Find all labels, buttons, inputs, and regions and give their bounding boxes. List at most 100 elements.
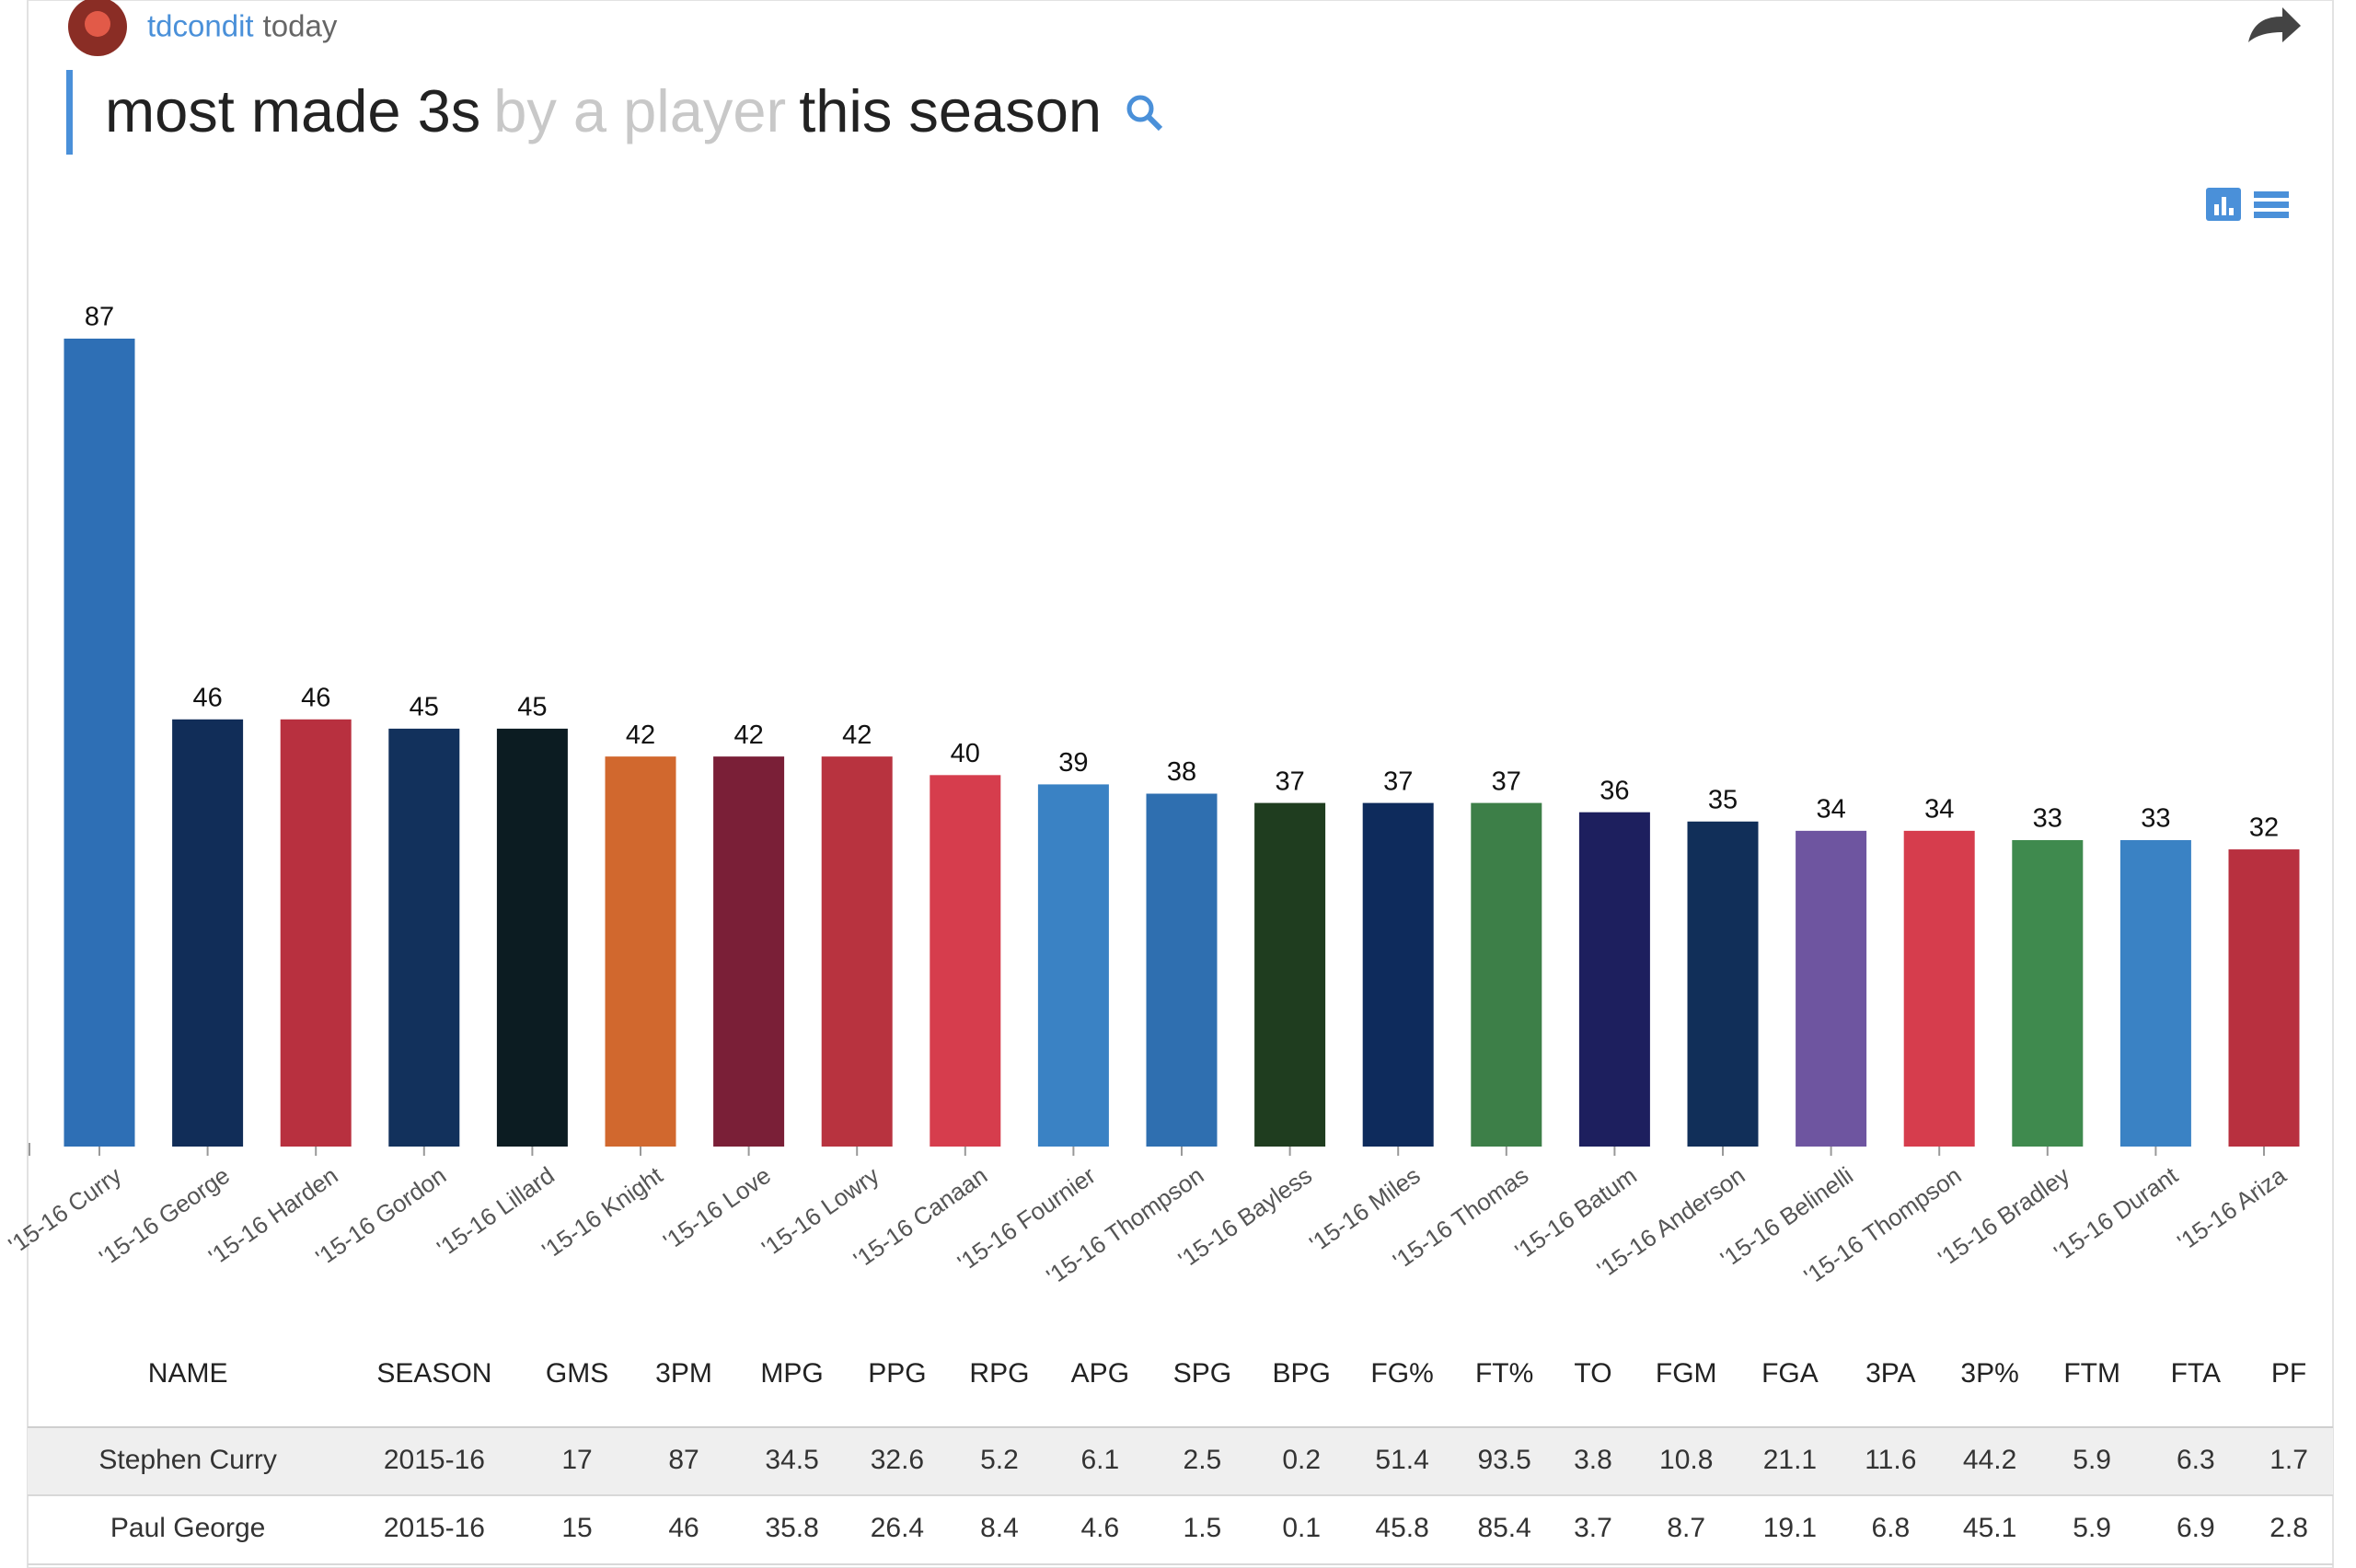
table-cell: 46 xyxy=(668,1513,699,1543)
column-header: FG% xyxy=(1370,1358,1433,1389)
column-header: BPG xyxy=(1272,1358,1330,1389)
column-header: APG xyxy=(1071,1358,1129,1389)
column-header: SPG xyxy=(1173,1358,1231,1389)
value-label: 38 xyxy=(1167,757,1196,787)
icon-detail xyxy=(2222,197,2226,215)
column-header: 3PM xyxy=(655,1358,712,1389)
table-cell: 6.3 xyxy=(2177,1445,2215,1475)
value-label: 33 xyxy=(2141,804,2170,834)
table-cell: 15 xyxy=(561,1513,592,1543)
table-cell: 4.6 xyxy=(1080,1513,1119,1543)
column-header: SEASON xyxy=(376,1358,491,1389)
value-label: 40 xyxy=(951,739,980,768)
column-header: NAME xyxy=(148,1358,228,1389)
bar xyxy=(388,728,460,1147)
table-cell: Stephen Curry xyxy=(98,1445,276,1475)
column-header: PPG xyxy=(868,1358,926,1389)
post-time: today xyxy=(263,9,338,43)
table-cell: 32.6 xyxy=(871,1445,924,1475)
bar xyxy=(1687,821,1759,1147)
title-accent xyxy=(66,70,73,155)
table-cell: 17 xyxy=(561,1445,592,1475)
bar xyxy=(1903,830,1975,1147)
table-cell: 3.8 xyxy=(1574,1445,1612,1475)
title-part: this season xyxy=(799,77,1102,144)
table-cell: 0.1 xyxy=(1282,1513,1321,1543)
share-icon[interactable] xyxy=(2248,7,2301,42)
table-cell: 5.9 xyxy=(2073,1513,2111,1543)
column-header: 3PA xyxy=(1865,1358,1915,1389)
value-label: 32 xyxy=(2249,813,2279,843)
table-cell: 6.8 xyxy=(1871,1513,1910,1543)
table-cell: 8.7 xyxy=(1667,1513,1705,1543)
table-cell: 8.4 xyxy=(980,1513,1019,1543)
bar xyxy=(1578,812,1650,1147)
table-cell: 45.8 xyxy=(1375,1513,1428,1543)
table-cell: 0.2 xyxy=(1282,1445,1321,1475)
search-lens xyxy=(1126,95,1154,122)
table-cell: 45.1 xyxy=(1963,1513,2016,1543)
column-header: FGM xyxy=(1656,1358,1717,1389)
search-handle xyxy=(1146,114,1163,132)
value-label: 87 xyxy=(85,303,114,332)
table-cell: 35.8 xyxy=(765,1513,818,1543)
table-cell: 44.2 xyxy=(1963,1445,2016,1475)
value-label: 45 xyxy=(517,693,547,722)
table-cell: 26.4 xyxy=(871,1513,924,1543)
table-cell: 2.5 xyxy=(1184,1445,1222,1475)
value-label: 36 xyxy=(1600,776,1629,805)
value-label: 34 xyxy=(1816,795,1845,824)
table-cell: 1.5 xyxy=(1184,1513,1222,1543)
value-label: 35 xyxy=(1708,785,1738,814)
table-cell: 51.4 xyxy=(1375,1445,1428,1475)
row-highlight xyxy=(28,1427,2333,1495)
bar xyxy=(1037,784,1109,1147)
column-header: FT% xyxy=(1475,1358,1533,1389)
column-header: PF xyxy=(2271,1358,2306,1389)
bar xyxy=(1796,830,1867,1147)
column-header: MPG xyxy=(760,1358,823,1389)
icon-detail xyxy=(2254,191,2289,198)
bar xyxy=(821,756,893,1147)
value-label: 46 xyxy=(301,683,330,712)
table-cell: 34.5 xyxy=(765,1445,818,1475)
bar xyxy=(1471,802,1542,1147)
table-cell: 3.7 xyxy=(1574,1513,1612,1543)
icon-detail xyxy=(2254,202,2289,208)
table-cell: 5.9 xyxy=(2073,1445,2111,1475)
column-header: FTA xyxy=(2171,1358,2221,1389)
icon-detail xyxy=(2214,204,2219,215)
bar xyxy=(2012,839,2084,1147)
column-header: FGA xyxy=(1761,1358,1819,1389)
column-header: RPG xyxy=(969,1358,1029,1389)
column-header: 3P% xyxy=(1960,1358,2018,1389)
table-cell: 2.8 xyxy=(2269,1513,2308,1543)
user-name[interactable]: tdcondit xyxy=(147,9,254,43)
value-label: 46 xyxy=(192,683,222,712)
bar xyxy=(64,339,135,1147)
search-icon[interactable] xyxy=(1126,95,1163,132)
table-cell: 85.4 xyxy=(1477,1513,1530,1543)
table-cell: 2015-16 xyxy=(384,1445,485,1475)
bar xyxy=(1254,802,1326,1147)
value-label: 42 xyxy=(626,721,655,750)
table-cell: 10.8 xyxy=(1659,1445,1713,1475)
value-label: 37 xyxy=(1492,767,1521,796)
column-header: GMS xyxy=(546,1358,608,1389)
table-cell: 21.1 xyxy=(1763,1445,1817,1475)
bar xyxy=(496,728,568,1147)
value-label: 45 xyxy=(410,693,439,722)
value-label: 42 xyxy=(842,721,872,750)
list-view-button[interactable] xyxy=(2254,191,2289,218)
table-cell: 19.1 xyxy=(1763,1513,1817,1543)
table-cell: 11.6 xyxy=(1865,1445,1916,1475)
value-label: 42 xyxy=(733,721,763,750)
table-cell: 6.9 xyxy=(2177,1513,2215,1543)
bar xyxy=(605,756,676,1147)
value-label: 33 xyxy=(2033,804,2062,834)
bar xyxy=(280,719,352,1147)
query-title: most made 3s by a player this season xyxy=(105,77,1102,144)
column-header: TO xyxy=(1574,1358,1611,1389)
